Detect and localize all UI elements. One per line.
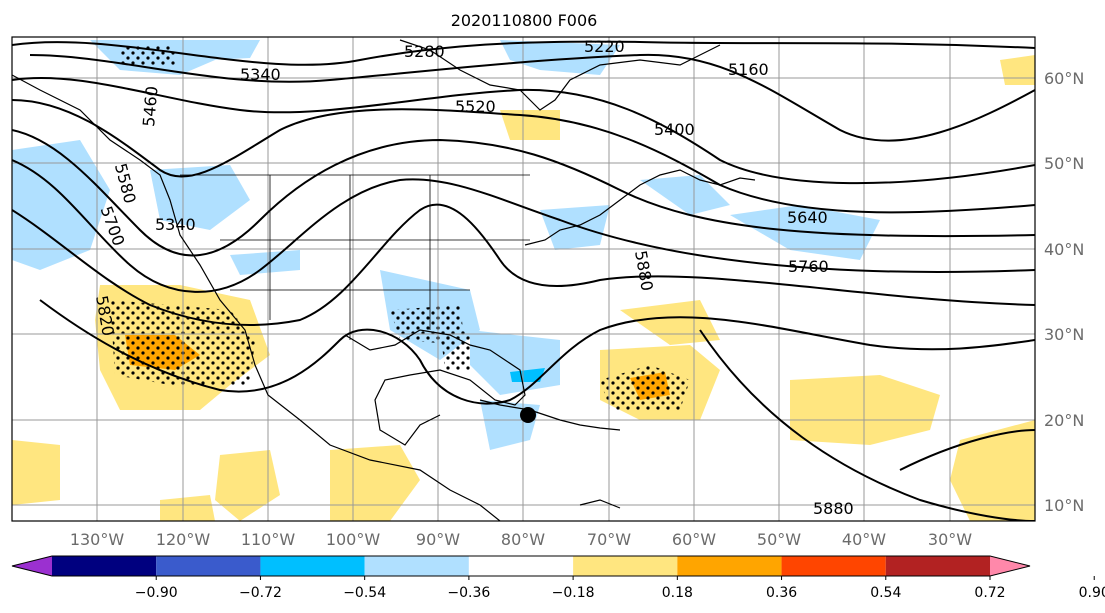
lat-label: 10°N — [1044, 496, 1084, 515]
lon-label: 70°W — [587, 530, 631, 549]
contour-label: 5460 — [139, 85, 161, 127]
colorbar-swatch — [156, 556, 261, 576]
contour-label: 5400 — [654, 120, 695, 139]
colorbar-swatch — [677, 556, 782, 576]
height-contours — [12, 40, 1035, 521]
colorbar-extend-high — [990, 556, 1030, 576]
colorbar-tick-label: 0.18 — [662, 585, 693, 601]
colorbar-labels: −0.90 −0.72 −0.54 −0.36 −0.18 0.18 0.36 0.54 0.7… — [135, 576, 1105, 601]
colorbar-tick-label: −0.90 — [135, 585, 178, 601]
colorbar-tick-label: −0.72 — [239, 585, 282, 601]
lat-label: 60°N — [1044, 69, 1084, 88]
colorbar-swatch — [260, 556, 365, 576]
lat-label: 50°N — [1044, 154, 1084, 173]
lon-label: 110°W — [241, 530, 296, 549]
contour-label: 5280 — [404, 42, 445, 61]
contour-label: 5160 — [728, 60, 769, 79]
lon-label: 130°W — [70, 530, 125, 549]
contour-label: 5340 — [240, 65, 281, 84]
lon-label: 100°W — [326, 530, 381, 549]
graticule — [12, 37, 1035, 521]
colorbar-swatch — [573, 556, 678, 576]
lon-label: 50°W — [757, 530, 801, 549]
map-title: 2020110800 F006 — [451, 11, 598, 30]
lat-label: 40°N — [1044, 240, 1084, 259]
colorbar-swatch — [364, 556, 469, 576]
lon-label: 90°W — [416, 530, 460, 549]
colorbar-outline — [11, 555, 1031, 577]
colorbar-tick-label: 0.72 — [974, 585, 1005, 601]
longitude-labels: 130°W 120°W 110°W 100°W 90°W 80°W 70°W 6… — [70, 530, 972, 549]
colorbar — [11, 555, 1031, 577]
lat-label: 30°N — [1044, 325, 1084, 344]
colorbar-tick-label: 0.54 — [870, 585, 901, 601]
colorbar-swatch — [781, 556, 886, 576]
colorbar-tick-label: 0.90 — [1079, 585, 1105, 601]
colorbar-swatch — [885, 556, 990, 576]
contour-label: 5340 — [155, 215, 196, 234]
lon-label: 60°W — [672, 530, 716, 549]
colorbar-tick-label: 0.36 — [766, 585, 797, 601]
contour-labels: 5340 5280 5220 5160 5460 5520 5400 5580 … — [92, 37, 854, 518]
contour-label: 5520 — [455, 97, 496, 116]
colorbar-tick-label: −0.54 — [343, 585, 386, 601]
map-border — [11, 36, 1036, 522]
contour-label: 5880 — [813, 499, 854, 518]
lon-label: 80°W — [501, 530, 545, 549]
contour-label: 5760 — [788, 257, 829, 276]
colorbar-tick-label: −0.18 — [552, 585, 595, 601]
lon-label: 30°W — [928, 530, 972, 549]
map-panel — [12, 37, 1035, 521]
colorbar-swatch — [468, 556, 574, 576]
colorbar-extend-low — [12, 556, 52, 576]
contour-label: 5640 — [787, 208, 828, 227]
lon-label: 40°W — [842, 530, 886, 549]
latitude-labels: 60°N 50°N 40°N 30°N 20°N 10°N — [1044, 69, 1084, 515]
lat-label: 20°N — [1044, 411, 1084, 430]
colorbar-tick-label: −0.36 — [447, 585, 490, 601]
colorbar-swatch — [52, 556, 157, 576]
lon-label: 120°W — [156, 530, 211, 549]
storm-center-marker — [520, 407, 536, 423]
contour-label: 5220 — [584, 37, 625, 56]
